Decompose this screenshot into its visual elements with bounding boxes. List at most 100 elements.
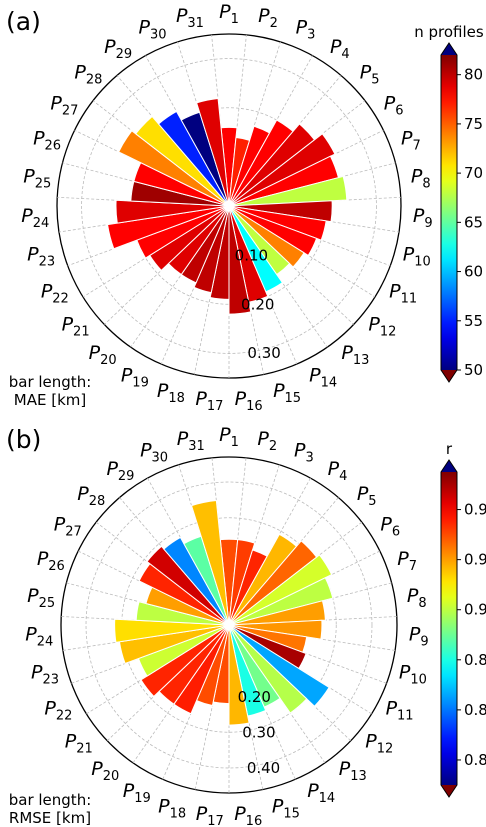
category-label-P28: P28 — [77, 483, 105, 509]
category-label-P12: P12 — [368, 314, 396, 340]
colorbar-tick-label: 0.88 — [464, 651, 486, 669]
category-label-P30: P30 — [138, 17, 166, 43]
radial-tick-label: 0.20 — [238, 688, 271, 706]
category-label-P5: P5 — [357, 483, 377, 509]
category-label-P23: P23 — [27, 244, 55, 270]
colorbar-tick-label: 80 — [464, 66, 483, 84]
category-label-P9: P9 — [409, 624, 429, 650]
category-label-P27: P27 — [50, 92, 78, 118]
colorbar-outline — [440, 459, 458, 798]
colorbar-tick-label: 0.84 — [464, 751, 486, 769]
bar-P16 — [228, 624, 250, 726]
bar-P24 — [115, 199, 230, 224]
category-label-P1: P1 — [219, 424, 239, 450]
category-label-P16: P16 — [234, 803, 262, 827]
bar-P29 — [163, 536, 230, 626]
category-label-P20: P20 — [91, 758, 119, 784]
category-label-P27: P27 — [54, 513, 82, 539]
category-label-P11: P11 — [389, 280, 417, 306]
colorbar-tick-label: 65 — [464, 213, 483, 231]
colorbar-label: r — [446, 440, 453, 458]
panel-label: (b) — [6, 425, 41, 454]
category-label-P14: P14 — [309, 365, 337, 391]
colorbar-tick-label: 0.90 — [464, 601, 486, 619]
bar-length-unit: RMSE [km] — [9, 809, 91, 827]
bar-P23 — [106, 205, 230, 250]
radial-gridline — [85, 481, 373, 769]
bar-P18 — [193, 205, 230, 294]
category-label-P2: P2 — [258, 5, 278, 31]
bar-P9 — [228, 200, 333, 223]
category-label-P31: P31 — [176, 5, 204, 31]
bar-P7 — [228, 577, 334, 626]
category-label-P19: P19 — [121, 365, 149, 391]
category-label-P4: P4 — [330, 36, 350, 62]
radial-tick-label: 0.30 — [242, 723, 275, 741]
bar-P12 — [228, 205, 305, 268]
colorbar-extend-min — [441, 785, 457, 797]
category-label-P26: P26 — [37, 548, 65, 574]
bar-P24 — [114, 618, 230, 643]
category-label-P30: P30 — [140, 439, 168, 465]
bar-P13 — [228, 624, 308, 714]
colorbar-tick-label: 55 — [464, 312, 483, 330]
radial-tick-label: 0.10 — [235, 247, 268, 265]
category-label-P8: P8 — [407, 585, 427, 611]
category-label-P28: P28 — [74, 61, 102, 87]
category-label-P13: P13 — [339, 758, 367, 784]
colorbar-label: n profiles — [414, 23, 484, 41]
category-label-P1: P1 — [219, 1, 239, 27]
category-label-P9: P9 — [413, 205, 433, 231]
category-label-P2: P2 — [257, 428, 277, 454]
bar-length-label: bar length: — [9, 791, 92, 809]
category-label-P24: P24 — [25, 624, 53, 650]
category-label-P17: P17 — [196, 803, 224, 827]
radial-tick-label: 0.20 — [241, 295, 274, 313]
category-label-P18: P18 — [158, 795, 186, 821]
bar-length-unit: MAE [km] — [14, 391, 86, 409]
bar-P12 — [228, 624, 330, 707]
radial-tick-label: 0.40 — [247, 759, 280, 777]
category-label-P3: P3 — [296, 17, 316, 43]
category-label-P15: P15 — [273, 380, 301, 406]
category-label-P29: P29 — [106, 458, 134, 484]
colorbar-extend-min — [441, 370, 457, 382]
colorbar: r 0.84 0.86 0.88 0.90 0.92 0.94 — [440, 440, 486, 798]
category-label-P13: P13 — [341, 342, 369, 368]
colorbar-tick-label: 70 — [464, 164, 483, 182]
colorbar-gradient — [441, 472, 457, 785]
bar-P21 — [140, 624, 230, 698]
category-label-P25: P25 — [27, 585, 55, 611]
category-label-P7: P7 — [401, 128, 421, 154]
colorbar-tick-label: 0.94 — [464, 501, 486, 519]
category-label-P16: P16 — [235, 388, 263, 414]
colorbar-extend-max — [441, 43, 457, 55]
angular-gridline — [228, 41, 281, 207]
radial-tick-label: 0.30 — [247, 344, 280, 362]
panel-label: (a) — [6, 7, 41, 36]
category-label-P8: P8 — [411, 166, 431, 192]
colorbar-tick-label: 75 — [464, 115, 483, 133]
bar-P6 — [228, 133, 336, 207]
category-label-P5: P5 — [360, 61, 380, 87]
category-label-P10: P10 — [399, 662, 427, 688]
category-label-P21: P21 — [65, 730, 93, 756]
bar-P11 — [228, 205, 318, 257]
category-label-P4: P4 — [328, 458, 348, 484]
bar-P31 — [190, 499, 230, 626]
colorbar-tick-label: 50 — [464, 361, 483, 379]
bar-P16 — [228, 205, 252, 315]
colorbar-tick-label: 60 — [464, 263, 483, 281]
bar-P6 — [228, 554, 333, 626]
category-label-P14: P14 — [307, 780, 335, 806]
colorbar: n profiles 50 55 60 65 70 75 80 — [414, 23, 484, 383]
bar-P28 — [135, 115, 230, 207]
radial-gridline — [81, 58, 377, 354]
bar-P31 — [196, 97, 230, 207]
colorbar-extend-max — [441, 460, 457, 472]
colorbar-gradient — [441, 55, 457, 370]
colorbar-tick-label: 0.92 — [464, 551, 486, 569]
